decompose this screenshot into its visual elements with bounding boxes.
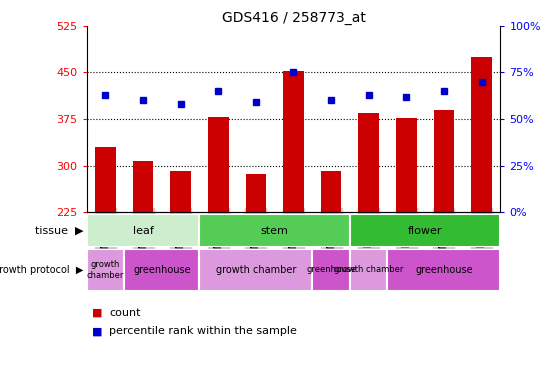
Bar bbox=[434, 110, 454, 212]
Bar bbox=[132, 161, 153, 212]
Text: greenhouse: greenhouse bbox=[306, 265, 356, 274]
Bar bbox=[358, 113, 379, 212]
Bar bbox=[283, 71, 304, 212]
Bar bbox=[321, 171, 342, 212]
Text: growth chamber: growth chamber bbox=[334, 265, 404, 274]
Title: GDS416 / 258773_at: GDS416 / 258773_at bbox=[221, 11, 366, 25]
Bar bbox=[245, 174, 266, 212]
Bar bbox=[124, 249, 200, 291]
Bar bbox=[170, 171, 191, 212]
Text: percentile rank within the sample: percentile rank within the sample bbox=[109, 326, 297, 336]
Bar bbox=[396, 118, 416, 212]
Text: tissue  ▶: tissue ▶ bbox=[35, 225, 84, 236]
Bar bbox=[312, 249, 350, 291]
Text: ■: ■ bbox=[92, 326, 103, 336]
Text: count: count bbox=[109, 308, 140, 318]
Bar bbox=[471, 57, 492, 212]
Bar bbox=[200, 214, 350, 247]
Text: growth protocol  ▶: growth protocol ▶ bbox=[0, 265, 84, 275]
Text: growth chamber: growth chamber bbox=[216, 265, 296, 275]
Text: stem: stem bbox=[260, 225, 288, 236]
Bar bbox=[350, 249, 387, 291]
Bar bbox=[87, 249, 124, 291]
Text: greenhouse: greenhouse bbox=[133, 265, 191, 275]
Bar bbox=[387, 249, 500, 291]
Bar bbox=[95, 147, 116, 212]
Bar bbox=[87, 214, 200, 247]
Text: greenhouse: greenhouse bbox=[415, 265, 473, 275]
Bar bbox=[350, 214, 500, 247]
Text: ■: ■ bbox=[92, 308, 103, 318]
Text: flower: flower bbox=[408, 225, 442, 236]
Text: leaf: leaf bbox=[132, 225, 154, 236]
Text: growth
chamber: growth chamber bbox=[87, 260, 124, 280]
Bar bbox=[200, 249, 312, 291]
Bar bbox=[208, 117, 229, 212]
